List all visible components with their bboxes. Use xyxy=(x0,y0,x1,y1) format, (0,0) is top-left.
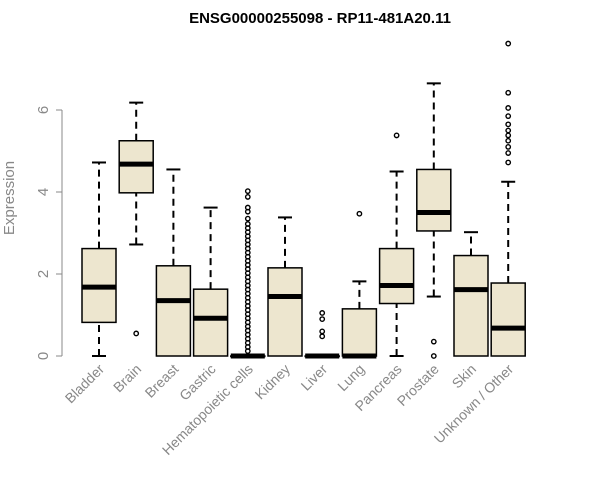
x-tick-label: Brain xyxy=(110,361,144,395)
outlier-point xyxy=(505,105,512,111)
box-prostate xyxy=(416,82,452,359)
outlier-point xyxy=(244,188,251,195)
outlier-point xyxy=(505,40,512,47)
outlier-point xyxy=(319,328,326,335)
y-tick-label: 4 xyxy=(35,188,52,196)
x-tick-label: Liver xyxy=(298,361,331,394)
y-tick-label: 0 xyxy=(35,352,52,360)
outlier-point xyxy=(505,132,512,139)
box-hematopoietic-cells xyxy=(230,188,266,359)
x-tick-label: Prostate xyxy=(394,361,442,409)
box-gastric xyxy=(192,206,229,357)
outlier-point xyxy=(393,132,400,139)
outlier-point xyxy=(505,127,512,134)
box-unknown-other xyxy=(490,40,526,357)
outlier-point xyxy=(505,143,512,150)
outlier-point xyxy=(133,330,140,337)
iqr-box xyxy=(341,308,378,357)
x-tick-label: Bladder xyxy=(62,361,108,407)
outlier-point xyxy=(319,316,326,322)
y-tick-label: 6 xyxy=(35,106,52,114)
box-pancreas xyxy=(378,132,415,357)
outlier-point xyxy=(505,121,512,128)
iqr-box xyxy=(453,254,489,357)
iqr-box xyxy=(267,267,303,357)
chart-title: ENSG00000255098 - RP11-481A20.11 xyxy=(189,10,451,27)
outlier-point xyxy=(356,210,363,217)
iqr-box xyxy=(490,282,526,357)
y-axis: 0 2 4 6 xyxy=(35,106,63,360)
x-tick-label: Breast xyxy=(142,361,182,401)
outlier-point xyxy=(505,150,512,156)
iqr-box xyxy=(416,168,452,232)
box-breast xyxy=(155,168,192,357)
box-brain xyxy=(118,101,154,337)
outlier-point xyxy=(244,348,251,354)
x-tick-label: Kidney xyxy=(252,361,294,403)
box-lung xyxy=(341,210,378,359)
x-tick-label: Skin xyxy=(449,361,480,392)
boxes-group xyxy=(81,40,526,359)
outlier-point xyxy=(244,194,251,200)
iqr-box xyxy=(192,288,229,357)
iqr-box xyxy=(118,140,154,194)
iqr-box xyxy=(155,265,192,357)
box-bladder xyxy=(81,161,117,357)
outlier-point xyxy=(505,159,512,166)
outlier-point xyxy=(505,113,512,120)
outlier-point xyxy=(505,89,512,96)
box-liver xyxy=(304,310,340,359)
outlier-point xyxy=(505,137,512,144)
outlier-point xyxy=(430,338,437,345)
outlier-point xyxy=(430,353,437,359)
box-skin xyxy=(453,231,489,357)
x-tick-label: Lung xyxy=(334,361,367,394)
box-kidney xyxy=(267,216,303,357)
y-axis-label: Expression xyxy=(1,161,18,235)
outlier-point xyxy=(244,215,251,222)
outlier-point xyxy=(319,333,326,340)
outlier-point xyxy=(244,208,251,215)
iqr-box xyxy=(378,247,415,305)
y-tick-label: 2 xyxy=(35,270,52,278)
outlier-point xyxy=(319,310,326,316)
